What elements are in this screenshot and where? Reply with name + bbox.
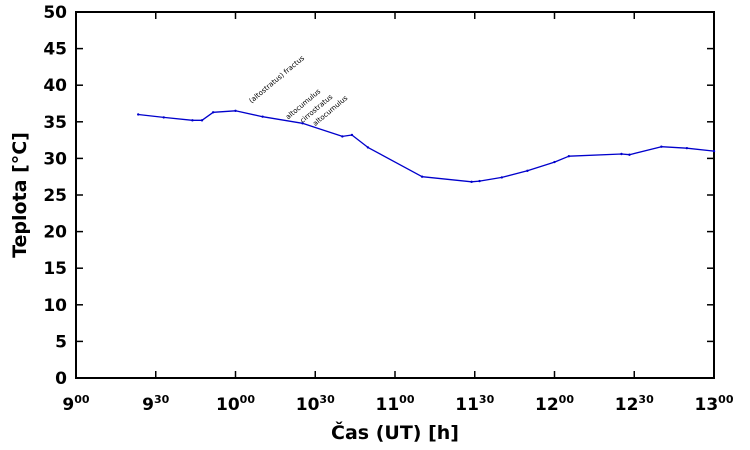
- data-point: [261, 115, 264, 118]
- x-tick-label: 900: [62, 393, 89, 415]
- temperature-line: [138, 110, 715, 183]
- x-tick-minute: 00: [718, 393, 734, 406]
- data-point: [191, 119, 194, 122]
- y-tick-label: 20: [43, 223, 67, 243]
- x-tick-minute: 30: [479, 393, 495, 406]
- x-tick-hour: 10: [216, 395, 240, 415]
- y-tick-label: 10: [43, 296, 67, 316]
- data-point: [366, 146, 370, 149]
- x-tick-label: 1030: [296, 393, 335, 415]
- data-point: [660, 145, 663, 148]
- data-point: [350, 133, 354, 137]
- x-tick-label: 1100: [376, 393, 415, 415]
- data-point: [211, 111, 215, 114]
- x-tick-label: 1200: [535, 393, 574, 415]
- y-tick-label: 0: [55, 369, 67, 389]
- data-point: [420, 175, 424, 178]
- data-point: [301, 122, 304, 125]
- x-tick-minute: 00: [74, 393, 90, 406]
- data-point: [712, 149, 716, 153]
- x-tick-label: 1230: [615, 393, 654, 415]
- y-tick-label: 15: [43, 259, 67, 279]
- x-tick-minute: 30: [154, 393, 170, 406]
- data-point: [470, 180, 473, 184]
- x-tick-minute: 00: [240, 393, 256, 406]
- data-point: [628, 153, 631, 156]
- x-tick-label: 930: [142, 393, 169, 415]
- x-tick-hour: 11: [376, 395, 400, 415]
- y-tick-label: 45: [43, 40, 67, 60]
- cloud-annotation: (altostratus) fractus: [248, 54, 307, 105]
- data-point: [553, 160, 556, 164]
- x-tick-hour: 10: [296, 395, 320, 415]
- data-point: [234, 109, 237, 113]
- data-point: [341, 135, 344, 138]
- x-tick-hour: 9: [142, 395, 154, 415]
- data-point: [200, 119, 204, 122]
- data-point: [526, 169, 529, 173]
- x-axis-title: Čas (UT) [h]: [331, 420, 459, 444]
- y-tick-label: 50: [43, 3, 67, 23]
- x-tick-hour: 12: [535, 395, 559, 415]
- x-tick-minute: 00: [399, 393, 415, 406]
- y-tick-label: 40: [43, 76, 67, 96]
- x-tick-label: 1000: [216, 393, 255, 415]
- x-tick-label: 1300: [695, 393, 734, 415]
- data-point: [685, 146, 689, 150]
- x-tick-hour: 12: [615, 395, 639, 415]
- x-tick-minute: 30: [319, 393, 335, 406]
- data-point: [137, 113, 140, 116]
- y-axis-title: Teplota [°C]: [9, 132, 31, 258]
- data-point: [478, 179, 481, 183]
- plot-frame: [75, 11, 715, 379]
- y-tick-label: 35: [43, 113, 67, 133]
- y-tick-label: 5: [55, 332, 67, 352]
- x-tick-minute: 30: [638, 393, 654, 406]
- data-point: [620, 152, 623, 156]
- y-tick-label: 25: [43, 186, 67, 206]
- x-tick-hour: 13: [695, 395, 719, 415]
- data-point: [567, 155, 571, 158]
- x-tick-hour: 9: [62, 395, 74, 415]
- data-point: [500, 176, 504, 179]
- x-tick-hour: 11: [455, 395, 479, 415]
- y-tick-label: 30: [43, 149, 67, 169]
- data-point: [162, 116, 165, 119]
- x-tick-label: 1130: [455, 393, 494, 415]
- x-tick-minute: 00: [559, 393, 575, 406]
